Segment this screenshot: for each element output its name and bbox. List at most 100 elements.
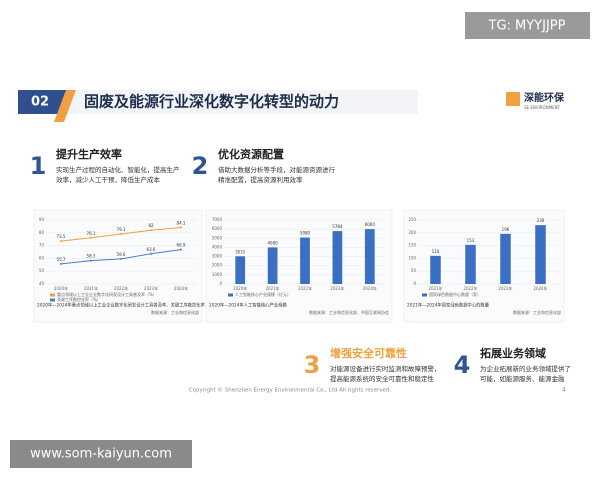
bar [430, 255, 441, 284]
x-tick-label: 2023年 [498, 285, 512, 291]
y-tick-label: 3000 [212, 254, 223, 259]
chart-caption: 2020年—2024年重点领域以上工业企业数字化研发设计工具普及率、关键工序数控… [37, 302, 206, 309]
bar [235, 256, 246, 284]
y-tick-label: 90 [39, 217, 45, 222]
point-title: 提升生产效率 [56, 147, 122, 161]
value-label: 84.1 [177, 221, 186, 226]
y-tick-label: 2000 [212, 263, 223, 268]
x-tick-label: 2021年 [266, 285, 280, 291]
watermark-bottom: www.som-kaiyun.com [30, 447, 172, 462]
value-label: 76.1 [87, 231, 96, 236]
legend-label: 人工智能核心产业规模（亿元） [235, 291, 291, 297]
y-tick-label: 7000 [212, 217, 223, 222]
value-label: 4000 [268, 240, 279, 245]
x-tick-label: 2020年 [54, 285, 68, 291]
y-tick-label: 80 [39, 230, 45, 235]
y-tick-label: 40 [39, 281, 45, 286]
point-number: 1 [30, 152, 47, 180]
value-label: 79.1 [117, 227, 126, 232]
point-text: 为企业拓展新的业务领域提供了 [480, 364, 571, 373]
watermark-box [465, 12, 590, 39]
chart-source: 数据来源：工业和信息化部 [151, 309, 199, 315]
logo-en: SE ENVIRONMENT [524, 105, 561, 110]
y-tick-label: 60 [39, 255, 45, 260]
bar [465, 244, 476, 284]
point [180, 226, 182, 229]
y-tick-label: 100 [408, 255, 416, 260]
point-title: 增强安全可靠性 [330, 346, 407, 360]
chart-caption: 2021年—2024年国家绿色数据中心的数量 [407, 302, 490, 309]
value-label: 55.7 [57, 257, 66, 262]
point-title: 优化资源配置 [218, 147, 284, 161]
value-label: 58.3 [87, 254, 96, 259]
x-tick-label: 2020年 [233, 285, 247, 291]
point-text: 实现生产过程的自动化、智能化，提高生产 [56, 165, 180, 174]
y-tick-label: 150 [408, 243, 416, 248]
legend-label: 重点领域以上工业企业数字化研发设计工具普及率（%） [57, 291, 157, 297]
header-title: 固废及能源行业深化数字化转型的动力 [84, 93, 339, 111]
x-tick-label: 2022年 [298, 285, 312, 291]
legend-label: 关键工序数控化率（%） [57, 296, 101, 302]
y-tick-label: 6000 [212, 226, 223, 231]
copyright: Copyright © Shenzhen Energy Environmenta… [189, 387, 392, 394]
bar [535, 225, 546, 284]
x-tick-label: 2021年 [428, 285, 442, 291]
y-tick-label: 250 [408, 217, 416, 222]
point [180, 248, 182, 251]
y-tick-label: 0 [413, 281, 416, 286]
legend-swatch [228, 293, 233, 297]
value-label: 230 [537, 218, 545, 223]
value-label: 63.6 [147, 247, 156, 252]
point-text: 效率，减少人工干预，降低生产成本 [56, 175, 161, 184]
y-tick-label: 1000 [212, 272, 223, 277]
header-number-box [18, 90, 66, 114]
value-label: 66.9 [177, 243, 186, 248]
point [150, 229, 152, 232]
point-text: 提高能源系统的安全可靠性和稳定性 [330, 374, 435, 383]
bar [332, 231, 343, 284]
y-tick-label: 5000 [212, 235, 223, 240]
y-tick-label: 50 [411, 268, 417, 273]
point [90, 259, 92, 262]
x-tick-label: 2024年 [533, 285, 547, 291]
page-number: 4 [562, 387, 566, 394]
point-text: 对能源设备进行实时监测和故障预警， [330, 364, 441, 373]
x-tick-label: 2023年 [144, 285, 158, 291]
logo-icon [506, 92, 520, 106]
value-label: 5080 [300, 231, 311, 236]
x-tick-label: 2022年 [463, 285, 477, 291]
point-number: 3 [304, 351, 321, 379]
legend-label: 国家绿色数据中心数量（家） [429, 291, 481, 297]
point [150, 252, 152, 255]
y-tick-label: 0 [219, 281, 222, 286]
chart-source: 数据来源：工业和信息化部 [513, 309, 561, 315]
header-accent [54, 90, 76, 122]
y-tick-label: 200 [408, 230, 416, 235]
point [60, 240, 62, 243]
watermark-box [10, 440, 192, 468]
bar [300, 237, 310, 284]
bar [364, 229, 375, 284]
header-number: 02 [31, 95, 49, 110]
value-label: 59.6 [117, 252, 126, 257]
point-number: 2 [192, 152, 209, 180]
bar [267, 247, 278, 284]
header-band [18, 90, 418, 114]
value-label: 6000 [365, 222, 376, 227]
legend-swatch [50, 298, 55, 302]
chart-caption: 2020年—2024年人工智能核心产业规模 [209, 302, 287, 309]
x-tick-label: 2022年 [114, 285, 128, 291]
point [60, 262, 62, 265]
point-text: 可能，如能源服务、能源金融 [480, 374, 565, 383]
x-tick-label: 2023年 [330, 285, 344, 291]
y-tick-label: 50 [39, 268, 45, 273]
point-title: 拓展业务领域 [480, 346, 546, 360]
bar [500, 233, 511, 284]
logo-cn: 深能环保 [524, 91, 565, 104]
value-label: 82 [148, 223, 154, 228]
point-number: 4 [454, 351, 471, 379]
point-text: 借助大数据分析等手段，对能源资源进行 [218, 165, 336, 174]
value-label: 110 [432, 249, 440, 254]
point [120, 257, 122, 260]
point [90, 236, 92, 239]
